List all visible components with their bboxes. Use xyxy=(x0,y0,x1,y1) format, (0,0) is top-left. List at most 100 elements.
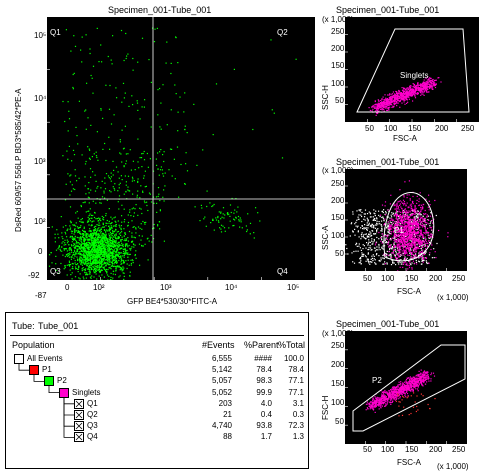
tree-connector-lines xyxy=(18,363,74,438)
gate-unchecked-icon xyxy=(74,410,84,420)
main-dots-q4 xyxy=(194,190,261,239)
main-x-tick-4: 10⁴ xyxy=(225,283,238,292)
p1-x-tick-1: 100 xyxy=(381,274,395,283)
population-total: 3.1 xyxy=(292,398,304,408)
main-dots-q2 xyxy=(160,39,297,174)
gate-unchecked-icon xyxy=(74,432,84,443)
population-total: 78.4 xyxy=(288,365,304,375)
singlets-y-tick-1: 100 xyxy=(331,79,345,88)
p2-dot-plot-svg xyxy=(345,344,466,444)
population-row-all-events[interactable]: All Events 6,555 #### 100.0 xyxy=(6,353,308,364)
population-row-singlets[interactable]: Singlets 5,052 99.9 77.1 xyxy=(6,387,308,398)
p2-dot-plot[interactable]: P2 xyxy=(345,331,467,444)
singlets-x-tick-2: 150 xyxy=(408,124,422,133)
population-events: 4,740 xyxy=(211,421,232,431)
p1-x-tick-4: 250 xyxy=(452,274,466,283)
population-total: 1.3 xyxy=(292,432,304,442)
population-events: 5,052 xyxy=(211,387,232,397)
quadrant-label-q4: Q4 xyxy=(277,267,288,276)
population-events: 6,555 xyxy=(211,354,232,363)
p1-y-axis-label: SSC-A xyxy=(321,225,330,250)
main-dots-q3 xyxy=(48,196,149,280)
main-dots-q1 xyxy=(62,27,189,204)
p1-dot-plot[interactable]: P1 xyxy=(345,169,467,271)
main-y-tick-4: 10⁴ xyxy=(34,94,47,103)
singlets-gate-label: Singlets xyxy=(400,71,429,80)
x-mark-icon xyxy=(75,411,83,419)
p2-y-axis-label: FSC-H xyxy=(321,395,330,420)
singlets-gate[interactable] xyxy=(356,28,470,113)
population-total: 72.3 xyxy=(288,421,304,431)
population-events: 5,057 xyxy=(211,376,232,386)
p1-y-scale: (x 1,000) xyxy=(322,166,354,175)
main-axis-ticks xyxy=(47,69,262,280)
singlets-x-tick-0: 50 xyxy=(365,124,374,133)
p1-y-tick-0: 50 xyxy=(335,249,344,258)
population-color-swatch xyxy=(59,387,69,398)
population-row-q1[interactable]: Q1 203 4.0 3.1 xyxy=(6,398,308,409)
gate-unchecked-icon xyxy=(74,421,84,432)
quadrant-gate-lines[interactable] xyxy=(47,17,315,280)
main-dots-q1-low xyxy=(69,148,165,244)
tube-label: Tube: xyxy=(12,321,35,331)
population-row-p2[interactable]: P2 5,057 98.3 77.1 xyxy=(6,375,308,387)
quadrant-label-q2: Q2 xyxy=(277,28,288,37)
main-x-tick-5: 10⁵ xyxy=(287,283,300,292)
p2-dots-outliers xyxy=(395,392,436,417)
population-events: 21 xyxy=(223,410,232,419)
singlets-plot-title: Specimen_001-Tube_001 xyxy=(336,5,440,15)
singlets-axis-ticks xyxy=(345,34,457,122)
population-row-q3[interactable]: Q3 4,740 93.8 72.3 xyxy=(6,420,308,432)
population-row-q2[interactable]: Q2 21 0.4 0.3 xyxy=(6,409,308,420)
population-row-q4[interactable]: Q4 88 1.7 1.3 xyxy=(6,431,308,443)
main-x-tick-2: 10² xyxy=(93,283,105,292)
p2-x-scale: (x 1,000) xyxy=(437,462,469,471)
population-name: Q1 xyxy=(87,398,98,408)
p2-axis-ticks xyxy=(345,349,447,444)
p1-x-tick-3: 200 xyxy=(429,274,443,283)
singlets-x-tick-4: 250 xyxy=(461,124,475,133)
p1-gate[interactable] xyxy=(383,192,435,262)
column-header-events: #Events xyxy=(202,340,235,350)
main-y-tick-1: 0 xyxy=(38,247,43,256)
tube-value: Tube_001 xyxy=(38,321,79,331)
column-header-parent: %Parent xyxy=(244,340,279,350)
p2-y-tick-0: 50 xyxy=(335,417,344,426)
population-parent: 78.4 xyxy=(256,365,272,375)
population-parent: 0.4 xyxy=(260,410,272,419)
x-mark-icon xyxy=(75,422,83,430)
main-x-tick-3: 10³ xyxy=(160,283,172,292)
population-row-p1[interactable]: P1 5,142 78.4 78.4 xyxy=(6,364,308,376)
population-name: All Events xyxy=(27,354,63,363)
p2-gate[interactable] xyxy=(352,344,466,432)
x-mark-icon xyxy=(75,400,83,408)
population-color-swatch xyxy=(29,365,39,376)
singlets-y-tick-0: 50 xyxy=(335,96,344,105)
main-y-tick-3: 10³ xyxy=(34,157,46,166)
population-parent: 1.7 xyxy=(260,432,272,442)
main-dot-plot[interactable]: Q1 Q2 Q3 Q4 xyxy=(47,17,315,280)
main-x-axis-label: GFP BE4*530/30*FITC-A xyxy=(127,297,218,306)
p1-plot-title: Specimen_001-Tube_001 xyxy=(336,157,440,167)
population-color-swatch xyxy=(44,376,54,387)
singlets-dot-plot[interactable]: Singlets xyxy=(345,17,479,122)
p1-y-tick-3: 200 xyxy=(331,196,345,205)
population-total: 77.1 xyxy=(288,376,304,386)
p2-x-tick-4: 250 xyxy=(452,445,466,454)
population-parent: 4.0 xyxy=(260,398,272,408)
hierarchy-divider xyxy=(10,335,304,336)
p1-gate-label: P1 xyxy=(394,226,404,235)
singlets-y-tick-2: 150 xyxy=(331,61,345,70)
p2-gate-label: P2 xyxy=(372,376,382,385)
population-events: 203 xyxy=(218,398,232,408)
p1-y-tick-4: 250 xyxy=(331,179,345,188)
x-mark-icon xyxy=(75,434,83,441)
main-x-tick-0: -87 xyxy=(35,291,47,300)
population-total: 0.3 xyxy=(292,410,304,419)
p1-x-scale: (x 1,000) xyxy=(437,293,469,302)
p2-plot-title: Specimen_001-Tube_001 xyxy=(336,319,440,329)
population-total: 77.1 xyxy=(288,387,304,397)
population-name: Q3 xyxy=(87,421,98,431)
column-header-total: %Total xyxy=(278,340,306,350)
p2-x-tick-3: 200 xyxy=(429,445,443,454)
